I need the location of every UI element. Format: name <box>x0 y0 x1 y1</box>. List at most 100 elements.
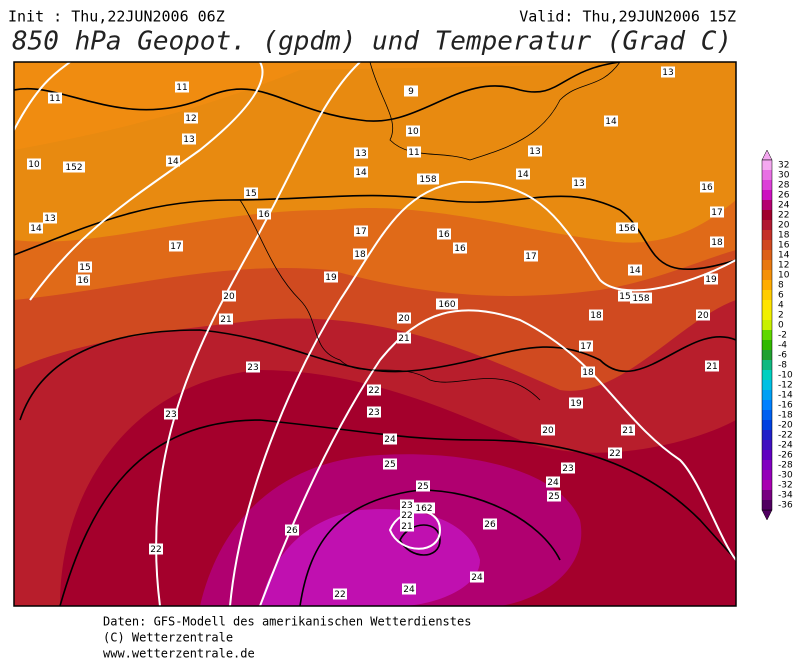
colorbar-cell <box>762 240 772 250</box>
isotherm-label: 13 <box>44 214 55 224</box>
label-box <box>618 290 632 302</box>
colorbar-cell <box>762 230 772 240</box>
colorbar-cell <box>762 320 772 330</box>
label-box <box>541 424 555 436</box>
isotherm-label: 24 <box>384 435 396 445</box>
colorbar-label: -20 <box>778 421 793 431</box>
geopotential-label: 152 <box>65 163 82 173</box>
isotherm-label: 16 <box>258 210 270 220</box>
colorbar-label: -32 <box>778 481 793 491</box>
isotherm-label: 11 <box>49 94 60 104</box>
label-box <box>710 206 724 218</box>
isotherm-label: 23 <box>247 363 258 373</box>
label-box <box>219 313 233 325</box>
label-box <box>700 181 714 193</box>
isotherm-label: 23 <box>165 410 176 420</box>
init-time: Init : Thu,22JUN2006 06Z <box>8 8 225 26</box>
colorbar-cell <box>762 360 772 370</box>
colorbar-label: -8 <box>778 361 787 371</box>
isotherm-label: 18 <box>711 238 723 248</box>
label-box <box>400 509 414 521</box>
map-frame <box>13 61 737 607</box>
isotherm-label: 18 <box>582 368 594 378</box>
isotherm-label: 10 <box>407 127 419 137</box>
isotherm-label: 14 <box>167 157 179 167</box>
colorbar-cell <box>762 200 772 210</box>
label-box <box>354 147 368 159</box>
isotherm-label: 17 <box>170 242 181 252</box>
label-box <box>257 208 271 220</box>
colorbar-cell <box>762 420 772 430</box>
label-box <box>149 543 163 555</box>
label-box <box>417 173 439 185</box>
colorbar-label: -10 <box>778 371 793 381</box>
colorbar-label: 26 <box>778 191 790 201</box>
colorbar-label: -30 <box>778 471 793 481</box>
isotherm-label: 16 <box>701 183 713 193</box>
colorbar-label: 2 <box>778 311 784 321</box>
isotherm-label: 16 <box>438 230 450 240</box>
isotherm-label: 19 <box>705 275 717 285</box>
label-box <box>569 397 583 409</box>
label-box <box>244 187 258 199</box>
label-box <box>184 112 198 124</box>
isotherm-label: 22 <box>334 590 345 600</box>
label-box <box>353 248 367 260</box>
isotherm-label: 16 <box>77 276 89 286</box>
isotherm-label: 11 <box>408 148 419 158</box>
colorbar-cell <box>762 280 772 290</box>
colorbar-label: -28 <box>778 461 793 471</box>
label-box <box>354 225 368 237</box>
colorbar-cell <box>762 460 772 470</box>
label-box <box>246 361 260 373</box>
label-box <box>581 366 595 378</box>
colorbar-label: -34 <box>778 491 793 501</box>
label-box <box>453 242 467 254</box>
isotherm-label: 18 <box>354 250 366 260</box>
isotherm-label: 26 <box>286 526 298 536</box>
colorbar-label: -2 <box>778 331 787 341</box>
label-box <box>546 476 560 488</box>
label-box <box>402 583 416 595</box>
map-area <box>14 62 736 606</box>
label-box <box>661 66 675 78</box>
label-box <box>416 480 430 492</box>
colorbar-label: 30 <box>778 171 790 181</box>
colorbar-cell <box>762 410 772 420</box>
label-box <box>705 360 719 372</box>
isotherm-label: 20 <box>223 292 235 302</box>
label-box <box>628 264 642 276</box>
label-box <box>175 81 189 93</box>
isotherm-label: 24 <box>547 478 559 488</box>
colorbar-cell <box>762 370 772 380</box>
colorbar-label: 6 <box>778 291 784 301</box>
isotherm-label: 25 <box>417 482 428 492</box>
isotherm-label: 14 <box>30 224 42 234</box>
isotherm-label: 19 <box>570 399 582 409</box>
label-box <box>547 490 561 502</box>
footer-line: Daten: GFS-Modell des amerikanischen Wet… <box>103 615 471 629</box>
field-band <box>260 509 480 606</box>
footer-line: (C) Wetterzentrale <box>103 631 233 645</box>
colorbar-cell <box>762 450 772 460</box>
isotherm-label: 11 <box>176 83 187 93</box>
isotherm-label: 21 <box>622 426 633 436</box>
isotherm-label: 24 <box>403 585 415 595</box>
label-box <box>608 447 622 459</box>
colorbar-cell <box>762 440 772 450</box>
colorbar-cell <box>762 260 772 270</box>
label-box <box>470 571 484 583</box>
label-box <box>324 271 338 283</box>
label-box <box>407 146 421 158</box>
colorbar-label: 12 <box>778 261 789 271</box>
isotherm-label: 13 <box>573 179 584 189</box>
isotherm-label: 14 <box>517 170 529 180</box>
colorbar-label: 28 <box>778 181 790 191</box>
isotherm-label: 25 <box>548 492 559 502</box>
isotherm-label: 23 <box>401 501 412 511</box>
colorbar-cell <box>762 500 772 510</box>
colorbar-cell <box>762 270 772 280</box>
label-box <box>164 408 178 420</box>
label-box <box>169 240 183 252</box>
